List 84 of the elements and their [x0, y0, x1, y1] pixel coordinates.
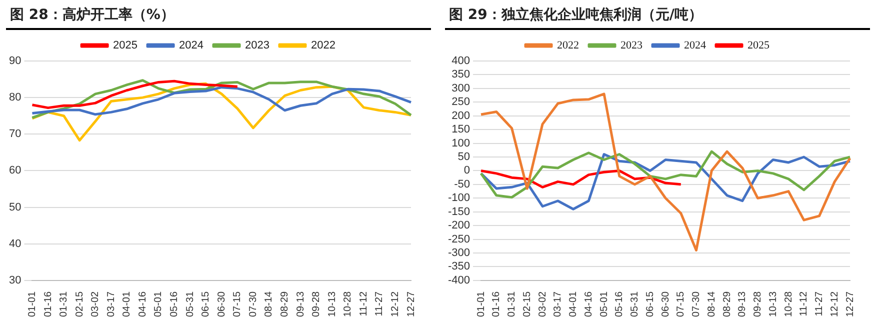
- legend-label: 2023: [245, 40, 270, 52]
- y-tick-label: 150: [452, 124, 470, 136]
- x-tick-label: 04-01: [568, 290, 580, 317]
- y-tick-label: -150: [448, 206, 470, 218]
- x-tick-label: 07-15: [676, 290, 687, 317]
- y-tick-label: 0: [464, 164, 470, 177]
- x-tick-label: 10-13: [768, 290, 779, 317]
- x-tick-label: 12-12: [390, 290, 401, 317]
- x-tick-label: 01-16: [491, 290, 502, 317]
- x-tick-label: 11-12: [358, 290, 370, 316]
- y-tick-label: 200: [452, 110, 470, 122]
- chart-title: 图 29：独立焦化企业吨焦利润（元/吨）: [445, 2, 870, 30]
- legend-label: 2025: [113, 40, 138, 52]
- y-tick-label: -50: [454, 178, 470, 190]
- x-tick-label: 05-31: [630, 290, 641, 317]
- legend-label: 2024: [179, 40, 204, 52]
- legend-label: 2022: [557, 39, 579, 52]
- x-tick-label: 04-16: [583, 290, 594, 317]
- x-tick-label: 06-15: [200, 290, 212, 317]
- x-tick-label: 05-16: [614, 290, 626, 317]
- x-tick-label: 09-13: [737, 290, 748, 317]
- y-tick-label: 30: [8, 274, 22, 286]
- x-tick-label: 03-02: [90, 290, 102, 317]
- x-tick-label: 01-01: [476, 290, 487, 317]
- x-tick-label: 05-16: [169, 290, 180, 317]
- y-tick-label: 250: [452, 96, 470, 108]
- y-tick-label: 70: [8, 128, 22, 140]
- y-tick-label: -400: [448, 274, 470, 286]
- y-tick-label: 90: [8, 55, 22, 68]
- y-tick-label: 80: [8, 92, 22, 104]
- legend-label: 2022: [310, 40, 336, 52]
- x-tick-label: 11-27: [374, 290, 386, 316]
- x-tick-label: 04-16: [137, 290, 148, 317]
- x-tick-label: 06-30: [216, 290, 228, 317]
- x-tick-label: 02-15: [74, 290, 86, 317]
- x-tick-label: 03-17: [552, 290, 564, 317]
- y-tick-label: 100: [452, 137, 470, 150]
- x-tick-label: 10-28: [783, 290, 794, 317]
- y-tick-label: -300: [448, 247, 470, 260]
- x-tick-label: 10-13: [326, 290, 338, 317]
- x-tick-label: 11-12: [798, 290, 810, 316]
- x-tick-label: 01-16: [42, 290, 54, 317]
- x-tick-label: 02-15: [522, 290, 533, 317]
- x-tick-label: 10-28: [342, 290, 354, 317]
- y-tick-label: -100: [448, 192, 470, 204]
- legend-label: 2023: [620, 39, 643, 52]
- x-tick-label: 01-01: [26, 290, 38, 317]
- x-tick-label: 01-31: [506, 290, 518, 317]
- y-tick-label: 60: [8, 164, 22, 177]
- x-tick-label: 06-30: [660, 290, 672, 317]
- x-tick-label: 12-12: [829, 290, 840, 317]
- x-tick-label: 05-01: [153, 290, 164, 317]
- x-tick-label: 06-15: [644, 290, 656, 317]
- x-tick-label: 07-30: [248, 290, 259, 317]
- x-tick-label: 09-28: [311, 290, 322, 317]
- y-tick-label: 40: [8, 238, 22, 250]
- x-tick-label: 12-27: [844, 290, 856, 317]
- y-tick-label: 400: [452, 55, 470, 68]
- y-tick-label: -350: [448, 260, 470, 273]
- x-tick-label: 11-27: [814, 290, 825, 316]
- x-tick-label: 05-31: [184, 290, 196, 317]
- x-tick-label: 08-29: [279, 290, 290, 317]
- x-tick-label: 07-30: [691, 290, 702, 317]
- x-tick-label: 08-29: [722, 290, 733, 317]
- chart-title: 图 28：高炉开工率（%）: [6, 2, 431, 30]
- x-tick-label: 01-31: [58, 290, 70, 317]
- x-tick-label: 04-01: [122, 290, 133, 317]
- x-tick-label: 08-14: [264, 290, 275, 317]
- x-tick-label: 03-17: [106, 290, 117, 317]
- x-tick-label: 09-28: [752, 290, 764, 317]
- x-tick-label: 07-15: [232, 290, 244, 317]
- x-tick-label: 03-02: [537, 290, 548, 317]
- y-tick-label: -250: [448, 233, 470, 246]
- x-tick-label: 05-01: [598, 290, 610, 317]
- x-tick-label: 09-13: [295, 290, 306, 317]
- y-tick-label: 50: [458, 151, 470, 164]
- x-tick-label: 08-14: [706, 290, 718, 317]
- x-tick-label: 12-27: [406, 290, 417, 317]
- legend-label: 2025: [748, 39, 770, 52]
- y-tick-label: 300: [452, 82, 470, 94]
- y-tick-label: 350: [452, 68, 470, 81]
- y-tick-label: -200: [448, 220, 470, 232]
- legend-label: 2024: [684, 39, 706, 52]
- y-tick-label: 50: [8, 201, 22, 214]
